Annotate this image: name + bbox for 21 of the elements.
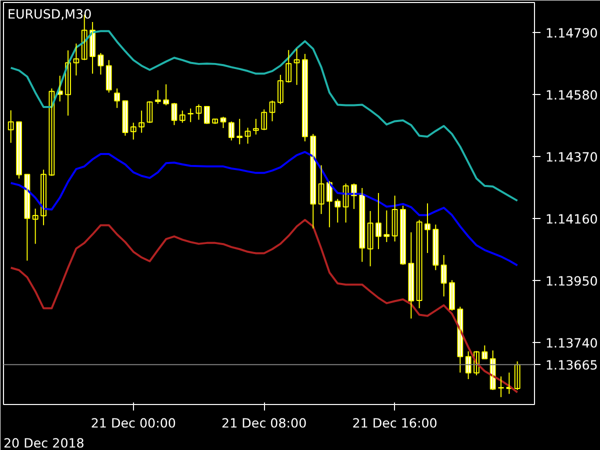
line-series	[10, 150, 518, 266]
ref-line-label: 1.13665	[546, 358, 598, 373]
x-tick-label: 21 Dec 00:00	[90, 416, 176, 430]
chart-title: EURUSD,M30	[8, 6, 92, 22]
y-tick-label: 1.13740	[546, 335, 598, 350]
candlestick	[384, 210, 390, 243]
text: 20 Dec 2018	[4, 436, 84, 450]
y-tick-label: 1.13950	[546, 273, 598, 288]
candlestick	[188, 108, 194, 123]
y-tick-label: 1.14160	[546, 211, 598, 226]
y-tick-label: 1.14790	[546, 25, 598, 40]
y-tick-label: 1.14580	[546, 87, 598, 102]
line-series	[10, 218, 518, 394]
x-tick-label: 21 Dec 08:00	[222, 416, 307, 430]
candlestick	[138, 110, 145, 134]
candlestick	[252, 118, 259, 136]
candlestick	[212, 118, 218, 124]
y-tick-label: 1.14370	[546, 149, 598, 164]
x-tick-label: 21 Dec 16:00	[352, 416, 438, 430]
candlestick	[498, 376, 504, 398]
line-series	[10, 30, 518, 202]
